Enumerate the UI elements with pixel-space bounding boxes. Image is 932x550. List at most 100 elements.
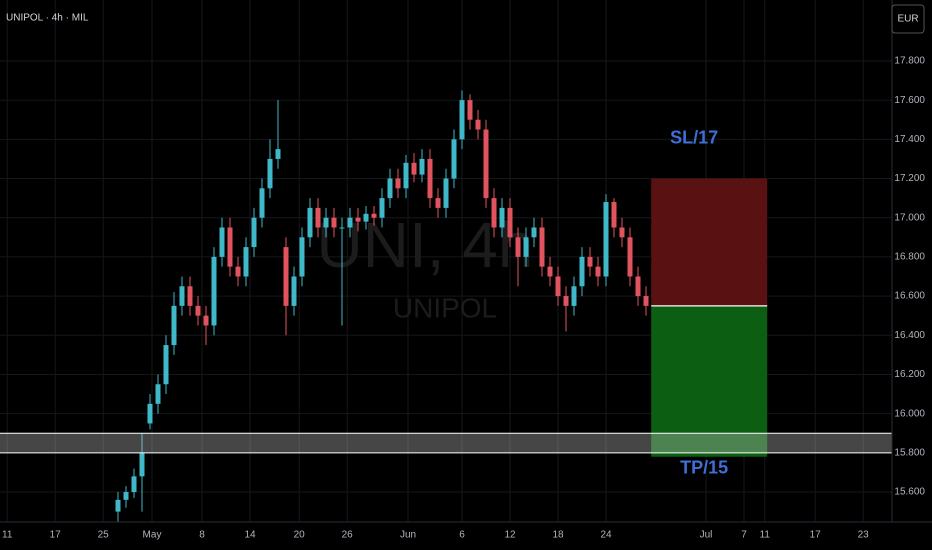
chart-title: UNIPOL · 4h · MIL: [6, 13, 89, 24]
y-tick-label: 16.200: [894, 369, 925, 380]
y-tick-label: 17.000: [894, 212, 925, 223]
x-tick-label: 25: [98, 530, 110, 541]
x-tick-label: 12: [504, 530, 516, 541]
candle-body: [339, 227, 345, 229]
x-tick-label: 20: [294, 530, 306, 541]
target-label: TP/15: [680, 458, 728, 478]
x-tick-label: May: [143, 530, 162, 541]
candle-body: [347, 217, 353, 228]
candle-body: [227, 227, 233, 267]
candle-body: [603, 202, 609, 277]
candle-body: [219, 227, 225, 257]
candle-body: [195, 305, 201, 316]
candle-body: [523, 237, 529, 257]
candle-body: [235, 266, 241, 277]
watermark: UNI, 4h: [317, 209, 534, 281]
x-tick-label: Jul: [700, 530, 713, 541]
candle-body: [563, 296, 569, 306]
candle-body: [579, 256, 585, 287]
x-tick-label: 8: [199, 530, 205, 541]
candle-body: [259, 188, 265, 218]
candle-body: [539, 227, 545, 267]
candle-body: [203, 315, 209, 326]
candle-body: [283, 247, 289, 306]
candle-body: [123, 492, 129, 500]
candle-body: [371, 213, 377, 218]
stop-box: [651, 178, 768, 306]
candle-body: [139, 452, 145, 477]
candle-body: [163, 345, 169, 385]
candle-body: [427, 158, 433, 199]
candle-body: [411, 162, 417, 175]
candle-body: [531, 227, 537, 238]
plot: SL/17 TP/15: [0, 90, 892, 522]
candle-body: [299, 237, 305, 277]
currency-label[interactable]: EUR: [897, 14, 918, 25]
x-tick-label: Jun: [400, 530, 416, 541]
candle-body: [483, 129, 489, 199]
stop-label: SL/17: [670, 127, 718, 147]
candle-body: [619, 227, 625, 238]
x-tick-label: 6: [459, 530, 465, 541]
candle-body: [395, 178, 401, 189]
candle-body: [443, 178, 449, 208]
candle-body: [403, 162, 409, 189]
candle-body: [307, 207, 313, 238]
candle-body: [435, 198, 441, 208]
candle-body: [315, 207, 321, 228]
y-tick-label: 16.600: [894, 291, 925, 302]
candle-body: [643, 296, 649, 306]
candle-body: [555, 276, 561, 297]
x-tick-label: 11: [760, 530, 771, 541]
x-tick-label: 24: [600, 530, 612, 541]
candle-body: [587, 256, 593, 267]
candle-body: [147, 403, 153, 424]
y-tick-label: 17.200: [894, 173, 925, 184]
candle-body: [467, 100, 473, 120]
y-tick-label: 17.800: [894, 56, 925, 67]
candle-body: [627, 237, 633, 277]
candle-body: [275, 149, 281, 159]
x-tick-label: 14: [244, 530, 256, 541]
candle-body: [387, 178, 393, 199]
candle-body: [323, 217, 329, 228]
candle-body: [211, 256, 217, 326]
y-tick-label: 16.000: [894, 408, 925, 419]
candle-body: [291, 276, 297, 306]
x-tick-label: 11: [2, 530, 13, 541]
candle-body: [267, 158, 273, 189]
x-tick-label: 23: [858, 530, 870, 541]
support-zone: [0, 433, 892, 453]
candle-body: [499, 207, 505, 228]
x-tick-label: 17: [50, 530, 62, 541]
watermark: UNIPOL: [393, 292, 497, 323]
candle-body: [507, 207, 513, 238]
candle-body: [355, 217, 361, 222]
y-tick-label: 17.400: [894, 134, 925, 145]
candle-body: [243, 247, 249, 277]
y-tick-label: 16.400: [894, 330, 925, 341]
x-tick-label: 17: [810, 530, 822, 541]
candle-body: [547, 266, 553, 277]
currency-button[interactable]: [891, 4, 925, 34]
candle-body: [187, 286, 193, 306]
y-tick-label: 16.800: [894, 252, 925, 263]
candle-body: [331, 217, 337, 228]
candle-body: [611, 202, 617, 228]
candle-body: [171, 305, 177, 346]
y-tick-label: 15.600: [894, 487, 925, 498]
x-tick-label: 26: [342, 530, 354, 541]
candle-body: [131, 476, 137, 493]
candle-body: [595, 266, 601, 277]
candle-body: [419, 158, 425, 175]
candle-body: [179, 286, 185, 306]
x-tick-label: 18: [552, 530, 564, 541]
watermark-group: UNI, 4h UNIPOL: [317, 209, 534, 323]
candle-body: [635, 276, 641, 297]
candle-body: [155, 384, 161, 404]
x-tick-label: 7: [741, 530, 747, 541]
candle-body: [379, 198, 385, 218]
